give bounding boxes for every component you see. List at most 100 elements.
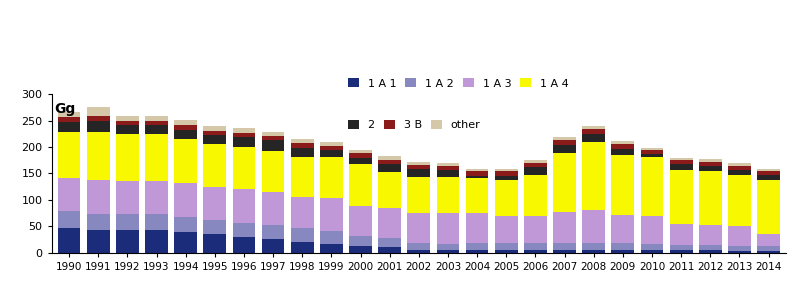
Bar (175, 232, 197, 253)
Bar (378, 208, 401, 238)
Bar (757, 169, 780, 171)
Bar (437, 250, 460, 253)
Bar (670, 245, 692, 250)
Bar (116, 181, 139, 214)
Bar (699, 225, 722, 245)
Bar (699, 171, 722, 225)
Bar (611, 144, 634, 149)
Bar (145, 121, 168, 125)
Bar (58, 122, 80, 132)
Bar (495, 250, 518, 253)
Bar (407, 213, 430, 243)
Bar (495, 243, 518, 250)
Bar (378, 164, 401, 172)
Bar (349, 153, 372, 158)
Bar (87, 116, 110, 121)
Bar (262, 132, 284, 136)
Bar (582, 129, 605, 134)
Bar (611, 243, 634, 250)
Bar (641, 148, 663, 150)
Bar (728, 251, 751, 253)
Bar (116, 230, 139, 253)
Bar (407, 162, 430, 165)
Bar (466, 178, 488, 213)
Bar (699, 245, 722, 250)
Bar (58, 211, 80, 228)
Bar (524, 160, 547, 163)
Bar (757, 234, 780, 246)
Bar (699, 166, 722, 171)
Bar (757, 246, 780, 251)
Bar (407, 177, 430, 213)
Bar (437, 170, 460, 177)
Bar (320, 146, 343, 150)
Bar (699, 159, 722, 162)
Bar (320, 142, 343, 146)
Bar (611, 149, 634, 156)
Bar (145, 116, 168, 121)
Bar (291, 157, 314, 197)
Bar (87, 121, 110, 132)
Bar (175, 120, 197, 125)
Bar (87, 180, 110, 214)
Bar (203, 234, 226, 253)
Bar (291, 242, 314, 253)
Bar (437, 166, 460, 170)
Bar (320, 231, 343, 244)
Bar (87, 230, 110, 253)
Bar (203, 126, 226, 131)
Bar (582, 210, 605, 243)
Bar (349, 246, 372, 253)
Bar (495, 180, 518, 216)
Bar (757, 180, 780, 234)
Bar (611, 156, 634, 215)
Bar (262, 239, 284, 253)
Bar (582, 243, 605, 250)
Bar (175, 139, 197, 183)
Bar (437, 163, 460, 166)
Bar (495, 216, 518, 243)
Bar (670, 158, 692, 160)
Bar (58, 117, 80, 122)
Bar (728, 163, 751, 166)
Bar (437, 177, 460, 213)
Bar (291, 197, 314, 228)
Bar (175, 183, 197, 217)
Bar (116, 121, 139, 125)
Bar (87, 132, 110, 180)
Bar (466, 213, 488, 243)
Bar (728, 175, 751, 226)
Bar (611, 141, 634, 144)
Bar (611, 215, 634, 243)
Bar (262, 151, 284, 192)
Bar (407, 243, 430, 250)
Bar (87, 107, 110, 116)
Bar (699, 250, 722, 253)
Bar (116, 116, 139, 121)
Legend: 2, 3 B, other: 2, 3 B, other (345, 118, 483, 132)
Bar (378, 160, 401, 164)
Bar (553, 212, 576, 243)
Bar (466, 250, 488, 253)
Bar (233, 138, 256, 147)
Bar (233, 189, 256, 223)
Bar (495, 176, 518, 180)
Bar (262, 140, 284, 151)
Bar (728, 226, 751, 246)
Bar (349, 164, 372, 206)
Bar (58, 178, 80, 211)
Bar (116, 214, 139, 230)
Bar (291, 143, 314, 148)
Bar (378, 156, 401, 160)
Bar (553, 138, 576, 140)
Bar (553, 250, 576, 253)
Bar (524, 163, 547, 167)
Bar (262, 136, 284, 140)
Bar (437, 244, 460, 250)
Bar (58, 132, 80, 178)
Bar (145, 214, 168, 230)
Bar (757, 251, 780, 253)
Bar (320, 198, 343, 231)
Bar (378, 172, 401, 208)
Bar (58, 112, 80, 117)
